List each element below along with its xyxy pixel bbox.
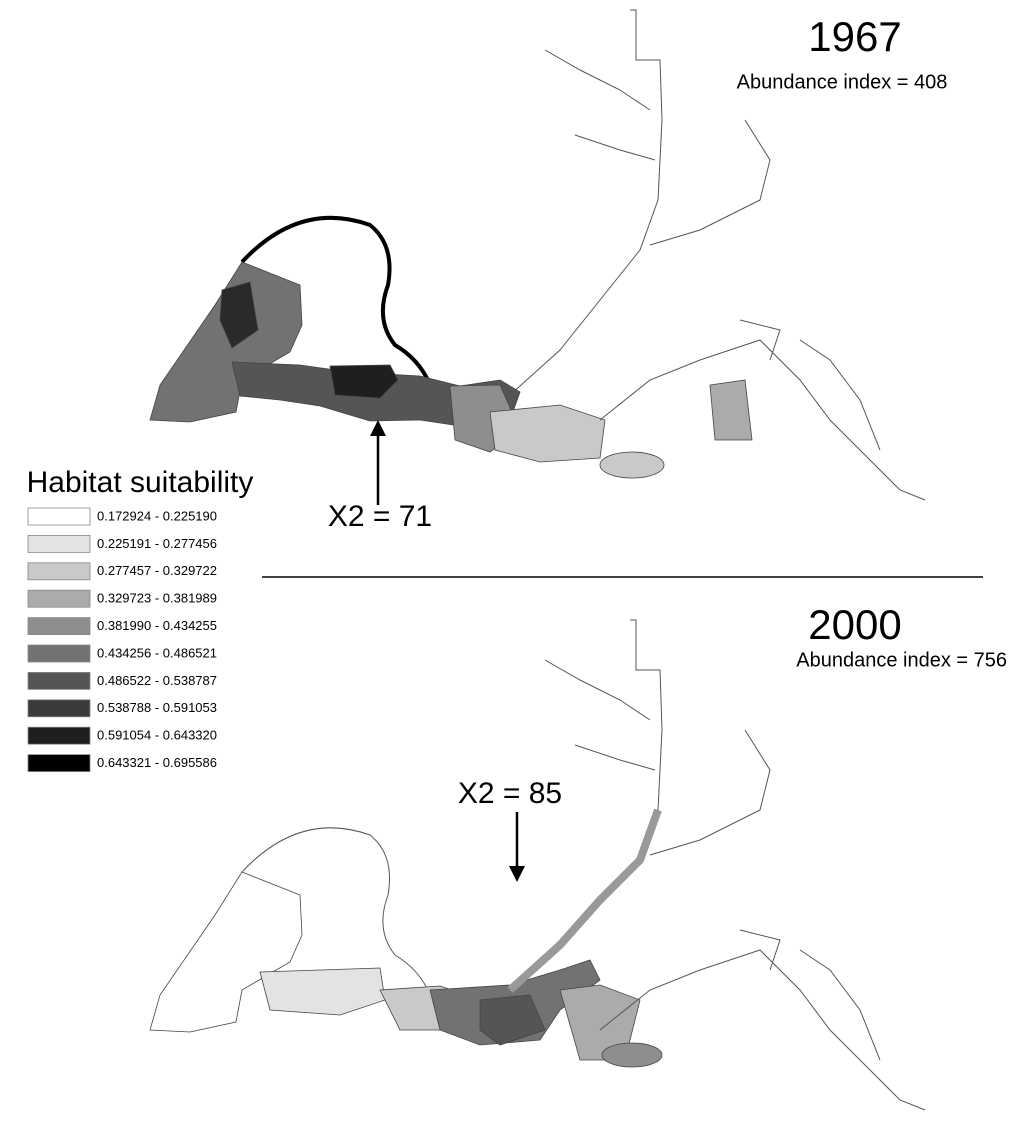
region: [260, 968, 385, 1015]
river: [600, 950, 925, 1110]
legend-label: 0.172924 - 0.225190: [97, 508, 217, 523]
arrow-head: [509, 866, 525, 882]
legend-title: Habitat suitability: [27, 466, 254, 499]
legend-label: 0.277457 - 0.329722: [97, 563, 217, 578]
legend-label: 0.434256 - 0.486521: [97, 645, 217, 660]
year-label: 1967: [808, 13, 901, 60]
legend-swatch: [28, 508, 90, 525]
legend-swatch: [28, 700, 90, 717]
arrow-head: [370, 420, 386, 436]
legend-label: 0.381990 - 0.434255: [97, 618, 217, 633]
map-2000: [150, 620, 925, 1110]
region: [490, 405, 605, 462]
legend-label: 0.538788 - 0.591053: [97, 700, 217, 715]
figure: 1967 Abundance index = 408 X2 = 71 2000 …: [0, 0, 1009, 1127]
legend-swatch: [28, 563, 90, 580]
river: [510, 10, 662, 395]
legend-swatch: [28, 590, 90, 607]
legend-swatch: [28, 618, 90, 635]
legend-label: 0.486522 - 0.538787: [97, 673, 217, 688]
region: [710, 380, 752, 440]
region: [600, 452, 664, 478]
legend-label: 0.591054 - 0.643320: [97, 728, 217, 743]
legend-swatch: [28, 645, 90, 662]
river: [545, 660, 770, 855]
x2-label: X2 = 85: [458, 777, 562, 810]
legend-label: 0.329723 - 0.381989: [97, 591, 217, 606]
year-label: 2000: [808, 601, 901, 648]
region: [602, 1043, 662, 1067]
river: [740, 930, 880, 1060]
x2-label: X2 = 71: [328, 500, 432, 533]
legend-swatch: [28, 727, 90, 744]
legend-label: 0.225191 - 0.277456: [97, 536, 217, 551]
legend-swatch: [28, 755, 90, 772]
river: [740, 320, 880, 450]
legend-swatch: [28, 535, 90, 552]
legend-swatch: [28, 672, 90, 689]
legend-label: 0.643321 - 0.695586: [97, 755, 217, 770]
abundance-label: Abundance index = 408: [737, 71, 948, 93]
legend: 0.172924 - 0.225190 0.225191 - 0.277456 0.…: [28, 508, 217, 772]
abundance-label: Abundance index = 756: [796, 649, 1007, 671]
